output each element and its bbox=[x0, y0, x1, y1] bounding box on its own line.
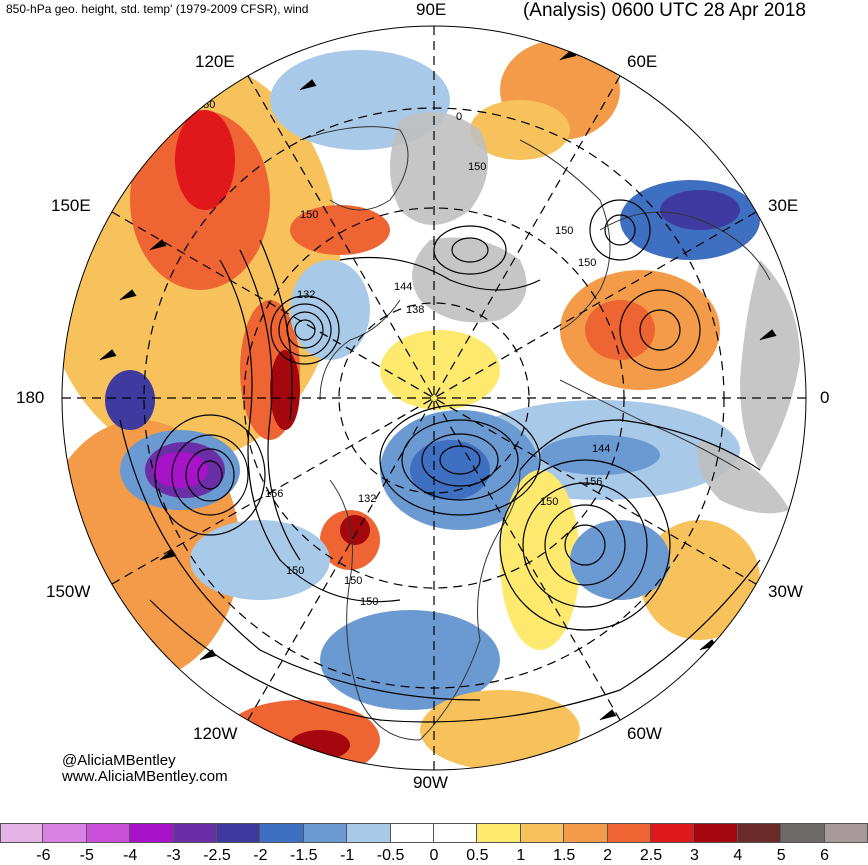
colorbar-tick-label: 4 bbox=[733, 847, 743, 864]
coastlines bbox=[299, 126, 771, 741]
contour-labels: 150 150 150 150 150 150 144 138 132 156 … bbox=[197, 99, 610, 608]
colorbar-segment bbox=[607, 823, 651, 843]
colorbar-segment bbox=[390, 823, 434, 843]
colorbar-segment bbox=[564, 823, 608, 843]
colorbar-tick-label: 1.5 bbox=[553, 847, 576, 864]
contour-label: 144 bbox=[592, 443, 610, 455]
colorbar-tick-label: 1 bbox=[516, 847, 526, 864]
colorbar-tick-label: 3 bbox=[689, 847, 699, 864]
colorbar-segment bbox=[130, 823, 174, 843]
colorbar: -6 -5 -4 -3 -2.5 -2 -1.5 -1 -0.5 0 0.5 1 1.5 2 2.5 3 4 5 6 bbox=[0, 823, 868, 865]
map-boundary bbox=[61, 25, 807, 771]
contour-label: 150 bbox=[578, 257, 596, 269]
colorbar-frame bbox=[0, 823, 868, 843]
colorbar-segment bbox=[347, 823, 391, 843]
longitude-label-180: 180 bbox=[16, 388, 45, 407]
longitude-label-90w: 90W bbox=[413, 773, 448, 792]
height-contours bbox=[119, 199, 761, 723]
contour-label: 132 bbox=[358, 493, 376, 505]
colorbar-tick-label: -3 bbox=[166, 847, 181, 864]
contour-label: 150 bbox=[344, 575, 362, 587]
colorbar-tick-label: 0 bbox=[429, 847, 439, 864]
colorbar-segment bbox=[217, 823, 261, 843]
colorbar-tick-label: -2 bbox=[253, 847, 268, 864]
chart-title: 850-hPa geo. height, std. temp' (1979-20… bbox=[6, 2, 309, 16]
longitude-label-60w: 60W bbox=[627, 724, 662, 743]
credit-website: www.AliciaMBentley.com bbox=[62, 768, 228, 785]
meridians bbox=[62, 26, 806, 770]
longitude-label-120w: 120W bbox=[193, 724, 238, 743]
longitude-label-60e: 60E bbox=[627, 52, 658, 71]
colorbar-segment bbox=[737, 823, 782, 843]
colorbar-tick-label: -4 bbox=[123, 847, 138, 864]
credit-handle: @AliciaMBentley bbox=[62, 752, 176, 769]
longitude-label-0: 0 bbox=[820, 388, 830, 407]
colorbar-segment bbox=[694, 823, 738, 843]
colorbar-segment bbox=[303, 823, 348, 843]
colorbar-tick-label: -1.5 bbox=[290, 847, 318, 864]
colorbar-segment bbox=[43, 823, 87, 843]
land-mask bbox=[390, 112, 800, 514]
colorbar-tick-label: 5 bbox=[776, 847, 786, 864]
colorbar-segment bbox=[477, 823, 521, 843]
colorbar-tick-label: 6 bbox=[820, 847, 830, 864]
colorbar-tick-label: -6 bbox=[36, 847, 51, 864]
contour-label: 150 bbox=[286, 565, 304, 577]
valid-time: (Analysis) 0600 UTC 28 Apr 2018 bbox=[522, 0, 806, 21]
contour-label: 150 bbox=[468, 161, 486, 173]
longitude-label-90e: 90E bbox=[416, 0, 447, 19]
longitude-label-30w: 30W bbox=[768, 582, 803, 601]
colorbar-tick-label: -0.5 bbox=[376, 847, 405, 864]
contour-label: 156 bbox=[584, 476, 602, 488]
colorbar-segment bbox=[434, 823, 478, 843]
colorbar-segment bbox=[781, 823, 825, 843]
longitude-label-150w: 150W bbox=[46, 582, 91, 601]
contour-label: 150 bbox=[300, 209, 318, 221]
colorbar-segment bbox=[651, 823, 695, 843]
contour-label: 150 bbox=[555, 225, 573, 237]
contour-label: 156 bbox=[265, 488, 283, 500]
contour-label: 144 bbox=[394, 281, 412, 293]
contour-label: 138 bbox=[406, 304, 424, 316]
colorbar-segment bbox=[86, 823, 131, 843]
contour-label: 150 bbox=[540, 496, 558, 508]
colorbar-tick-label: -1 bbox=[340, 847, 355, 864]
colorbar-tick-label: -2.5 bbox=[203, 847, 231, 864]
contour-label: 132 bbox=[297, 289, 315, 301]
longitude-label-150e: 150E bbox=[51, 196, 91, 215]
contour-label: 150 bbox=[360, 596, 378, 608]
contour-label: 0 bbox=[456, 111, 462, 123]
polar-map: 150 150 150 150 150 150 144 138 132 156 … bbox=[61, 25, 807, 771]
colorbar-tick-label: -5 bbox=[79, 847, 94, 864]
colorbar-tick-label: 2 bbox=[603, 847, 613, 864]
colorbar-tick-label: 2.5 bbox=[639, 847, 663, 864]
colorbar-segment bbox=[260, 823, 304, 843]
colorbar-tick-label: 0.5 bbox=[466, 847, 489, 864]
longitude-label-30e: 30E bbox=[768, 196, 799, 215]
longitude-label-120e: 120E bbox=[195, 52, 235, 71]
colorbar-segment bbox=[0, 823, 44, 843]
colorbar-segment bbox=[173, 823, 217, 843]
colorbar-segment bbox=[520, 823, 565, 843]
